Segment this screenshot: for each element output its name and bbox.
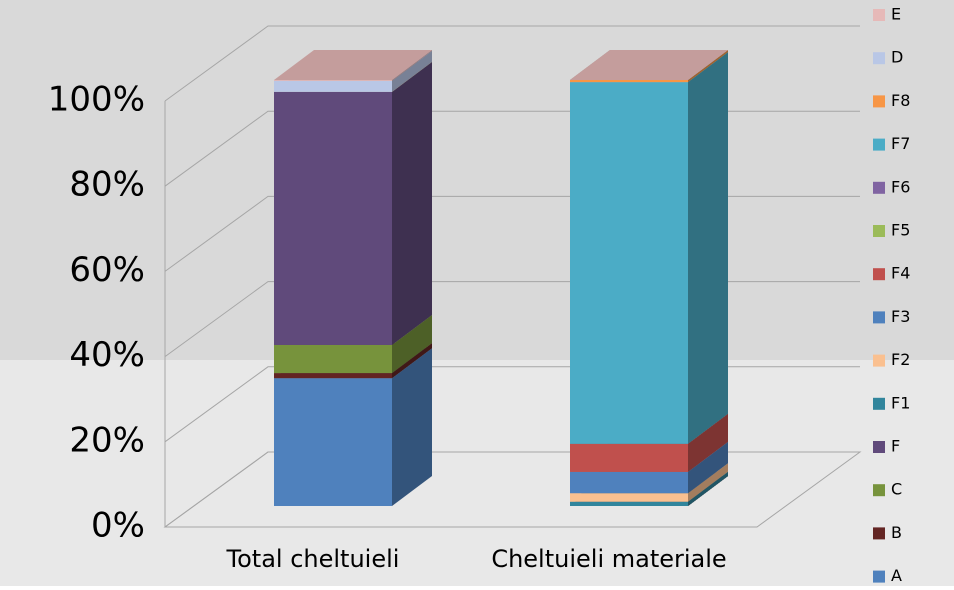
legend-swatch: [873, 268, 885, 281]
legend-swatch: [873, 484, 885, 497]
legend-label: F2: [891, 350, 910, 369]
bar-side: [688, 471, 728, 506]
legend-label: F8: [891, 91, 910, 110]
legend-swatch: [873, 225, 885, 237]
bar-top: [274, 50, 432, 80]
bar-front: [570, 471, 688, 494]
legend-swatch: [873, 9, 885, 21]
bar-front: [570, 80, 688, 83]
bar-front: [274, 378, 392, 506]
legend-label: B: [891, 523, 902, 542]
legend-label: F5: [891, 221, 910, 240]
bar-front: [570, 443, 688, 472]
bar-side: [392, 50, 432, 92]
bar-front: [274, 80, 392, 92]
x-tick-label: Total cheltuieli: [226, 545, 400, 573]
bar-front: [570, 493, 688, 502]
bar-side: [688, 441, 728, 494]
bar-front: [570, 501, 688, 506]
bar-front: [570, 82, 688, 444]
bar-side: [392, 50, 432, 81]
bar-front: [274, 344, 392, 374]
background-bottom: [0, 360, 954, 586]
legend-swatch: [873, 181, 885, 194]
legend-label: F4: [891, 264, 910, 283]
bar-side: [392, 348, 432, 506]
legend-swatch: [873, 52, 885, 65]
bar-side: [392, 343, 432, 379]
bar-front: [274, 91, 392, 345]
bar-front: [274, 80, 392, 81]
legend-swatch: [873, 397, 885, 410]
x-tick-label: Cheltuieli materiale: [491, 545, 726, 573]
legend-swatch: [873, 441, 885, 453]
legend-label: F1: [891, 393, 910, 412]
bar-side: [688, 52, 728, 444]
legend-label: C: [891, 480, 902, 499]
legend-swatch: [873, 311, 885, 324]
legend-label: D: [891, 48, 903, 67]
y-tick-label: 40%: [69, 335, 145, 375]
legend-swatch: [873, 570, 885, 583]
legend-label: E: [891, 5, 901, 24]
legend-label: F: [891, 437, 900, 456]
background-top: [0, 0, 954, 360]
y-tick-label: 20%: [69, 420, 145, 460]
legend-swatch: [873, 95, 885, 108]
y-tick-label: 100%: [48, 80, 145, 120]
bar-front: [274, 373, 392, 379]
bar-side: [688, 413, 728, 472]
legend-label: A: [891, 566, 902, 585]
bar-side: [688, 50, 728, 83]
bar-side: [392, 314, 432, 374]
y-tick-label: 80%: [69, 165, 145, 205]
bar-side: [392, 61, 432, 345]
legend-swatch: [873, 138, 885, 151]
legend-swatch: [873, 354, 885, 367]
grid-line: [164, 25, 860, 102]
bar-top: [570, 50, 728, 80]
legend-label: F7: [891, 134, 910, 153]
legend-swatch: [873, 527, 885, 540]
bar-side: [688, 463, 728, 502]
legend-label: F3: [891, 307, 910, 326]
y-tick-label: 60%: [69, 250, 145, 290]
legend-label: F6: [891, 177, 910, 196]
y-tick-label: 0%: [91, 506, 145, 546]
